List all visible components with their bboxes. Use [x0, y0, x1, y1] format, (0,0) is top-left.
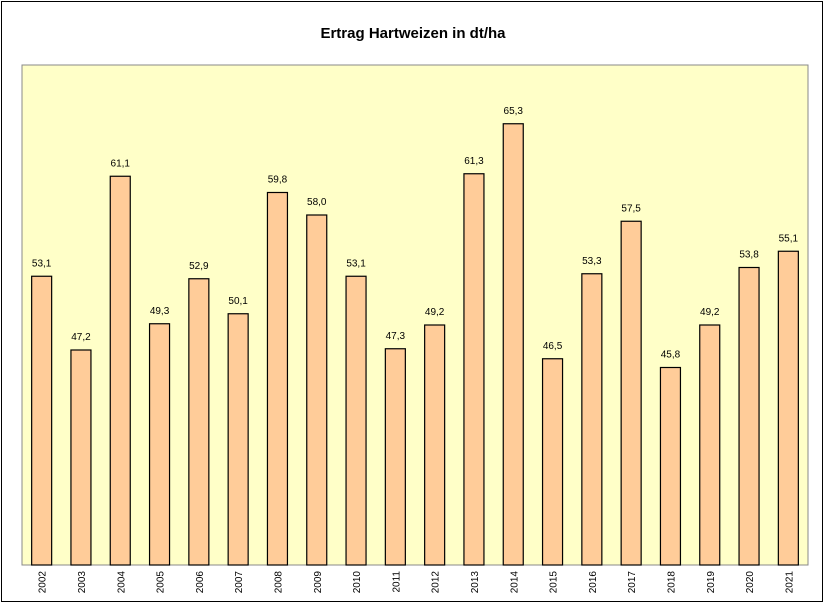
- bar: [777, 250, 799, 566]
- bar: [31, 275, 53, 566]
- data-label: 46,5: [543, 341, 563, 352]
- bar: [188, 278, 210, 566]
- bar: [148, 323, 171, 566]
- x-tick-label: 2018: [666, 571, 677, 594]
- data-label: 49,2: [425, 307, 445, 318]
- data-label: 53,8: [739, 250, 759, 261]
- bar: [109, 175, 131, 566]
- bar: [266, 191, 289, 566]
- x-tick-label: 2020: [745, 571, 756, 594]
- data-label: 52,9: [189, 261, 209, 272]
- bar: [541, 358, 564, 566]
- x-tick-label: 2010: [352, 571, 363, 594]
- plot-area: [21, 64, 809, 566]
- x-tick-label: 2021: [784, 571, 795, 594]
- data-label: 47,2: [71, 332, 91, 343]
- x-tick-label: 2011: [391, 571, 402, 593]
- bar: [699, 324, 721, 566]
- x-tick-label: 2014: [509, 571, 520, 594]
- data-label: 58,0: [307, 197, 327, 208]
- data-label: 59,8: [268, 175, 288, 186]
- data-label: 49,2: [700, 307, 720, 318]
- data-label: 53,1: [32, 258, 52, 269]
- bar: [70, 349, 92, 566]
- bar: [384, 348, 406, 566]
- x-tick-label: 2007: [234, 571, 245, 594]
- data-label: 57,5: [621, 203, 641, 214]
- chart-title: Ertrag Hartweizen in dt/ha: [320, 25, 506, 42]
- x-tick-label: 2013: [470, 571, 481, 594]
- x-tick-label: 2005: [156, 571, 167, 594]
- x-tick-label: 2012: [431, 571, 442, 594]
- x-tick-label: 2003: [77, 571, 88, 594]
- data-label: 50,1: [228, 296, 248, 307]
- data-label: 45,8: [661, 350, 681, 361]
- bar: [306, 214, 328, 566]
- bar: [345, 275, 367, 566]
- x-tick-label: 2004: [116, 571, 127, 594]
- bar: [620, 220, 642, 566]
- x-tick-label: 2019: [706, 571, 717, 594]
- bar: [659, 366, 682, 566]
- x-tick-label: 2006: [195, 571, 206, 594]
- x-tick-label: 2002: [38, 571, 49, 594]
- data-label: 53,1: [346, 258, 366, 269]
- bar: [227, 313, 249, 566]
- bar: [502, 123, 524, 566]
- bar: [424, 324, 446, 566]
- bar: [738, 266, 760, 566]
- data-label: 55,1: [779, 233, 799, 244]
- data-label: 61,3: [464, 156, 484, 167]
- data-label: 65,3: [504, 106, 524, 117]
- data-label: 53,3: [582, 256, 602, 267]
- data-label: 47,3: [386, 331, 406, 342]
- x-tick-label: 2008: [273, 571, 284, 594]
- x-tick-label: 2015: [549, 571, 560, 594]
- x-tick-label: 2016: [588, 571, 599, 594]
- bar: [463, 173, 485, 566]
- bar: [581, 273, 603, 566]
- x-tick-label: 2017: [627, 571, 638, 594]
- data-label: 49,3: [150, 306, 170, 317]
- data-label: 61,1: [111, 158, 131, 169]
- x-tick-label: 2009: [313, 571, 324, 594]
